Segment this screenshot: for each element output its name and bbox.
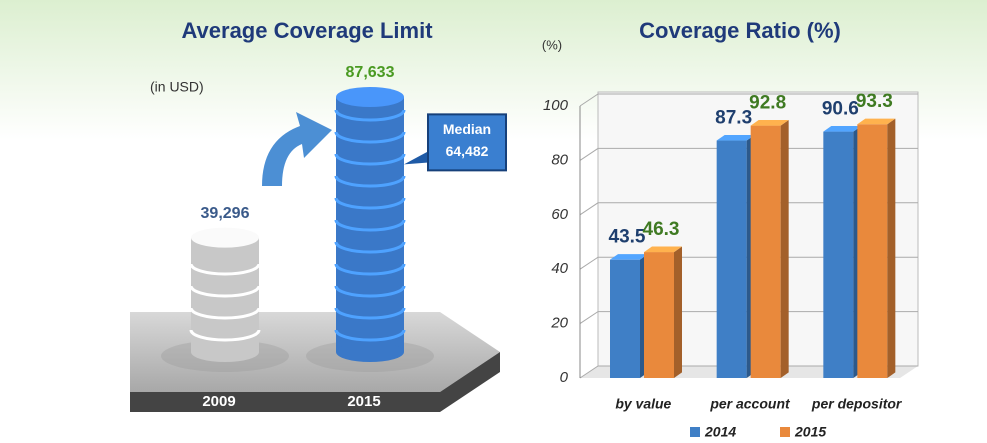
legend-label: 2014 — [704, 424, 736, 440]
value-label: 87.3 — [715, 108, 752, 129]
chart-title: Coverage Ratio (%) — [639, 18, 841, 43]
stack-bottom — [191, 342, 259, 362]
chart-title: Average Coverage Limit — [181, 18, 433, 43]
legend-label: 2015 — [794, 424, 826, 440]
callout-title: Median — [443, 121, 491, 137]
bar — [751, 126, 781, 378]
infographic: Average Coverage Limit(in USD)39,2962009… — [0, 0, 987, 443]
legend-swatch — [780, 427, 790, 437]
y-tick-label: 0 — [560, 369, 569, 386]
value-label: 90.6 — [822, 99, 859, 120]
y-axis-label: (%) — [542, 37, 562, 52]
value-label: 39,296 — [201, 205, 250, 222]
value-label: 87,633 — [346, 64, 395, 81]
bar — [823, 132, 853, 378]
y-tick-label: 100 — [543, 97, 569, 114]
value-label: 46.3 — [643, 219, 680, 240]
bar — [644, 252, 674, 378]
value-label: 92.8 — [749, 93, 786, 114]
bar-side — [781, 120, 789, 378]
stack-bottom — [336, 342, 404, 362]
bar-side — [674, 246, 682, 378]
bar — [857, 124, 887, 378]
callout-pointer — [404, 150, 430, 164]
value-label: 93.3 — [856, 91, 893, 112]
bar — [717, 141, 747, 378]
legend-swatch — [690, 427, 700, 437]
bar — [610, 260, 640, 378]
x-tick-label: per depositor — [811, 396, 903, 412]
category-label: 2009 — [202, 393, 235, 410]
y-tick-label: 20 — [550, 315, 568, 332]
unit-label: (in USD) — [150, 79, 204, 95]
x-tick-label: by value — [615, 396, 671, 412]
category-label: 2015 — [347, 393, 380, 410]
x-tick-label: per account — [709, 396, 791, 412]
stack-top — [336, 87, 404, 107]
callout-value: 64,482 — [446, 143, 489, 159]
value-label: 43.5 — [609, 227, 646, 248]
y-tick-label: 80 — [551, 151, 568, 168]
y-tick-label: 60 — [551, 206, 568, 223]
stack-top — [191, 228, 259, 248]
y-tick-label: 40 — [551, 260, 568, 277]
bar-side — [887, 119, 895, 378]
